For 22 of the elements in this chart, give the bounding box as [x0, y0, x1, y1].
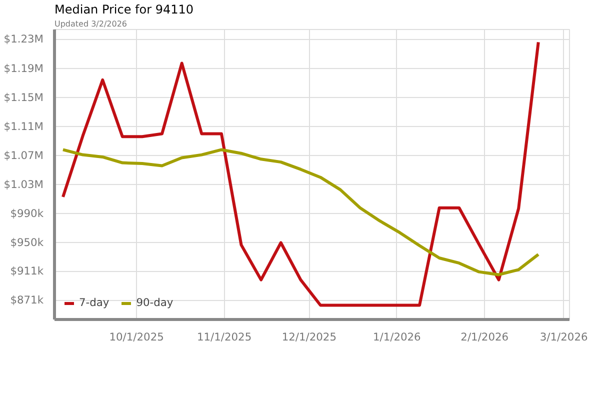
line-series	[61, 40, 540, 307]
chart-title: Median Price for 94110	[54, 2, 194, 16]
y-tick-label: $1.23M	[4, 32, 44, 46]
y-tick-label: $1.15M	[4, 90, 44, 104]
x-tick-label: 1/1/2026	[372, 330, 422, 344]
legend-label: 7-day	[79, 296, 110, 309]
x-tick-label: 11/1/2025	[196, 330, 252, 344]
y-tick-label: $1.07M	[4, 149, 44, 162]
legend-label: 90-day	[136, 296, 174, 309]
chart-subtitle: Updated 3/2/2026	[54, 20, 128, 28]
y-tick-label: $1.03M	[4, 178, 44, 192]
y-tick-label: $990k	[10, 207, 44, 220]
y-tick-label: $871k	[10, 294, 44, 307]
y-tick-label: $1.19M	[4, 62, 44, 75]
y-tick-label: $911k	[10, 264, 44, 278]
x-tick-label: 2/1/2026	[460, 330, 509, 344]
y-tick-label: $1.11M	[4, 120, 44, 133]
x-tick-label: 3/1/2026	[540, 330, 588, 344]
x-tick-label: 10/1/2025	[109, 330, 164, 344]
x-tick-label: 12/1/2025	[282, 330, 336, 344]
y-tick-label: $950k	[10, 236, 44, 250]
line-series	[61, 148, 540, 276]
